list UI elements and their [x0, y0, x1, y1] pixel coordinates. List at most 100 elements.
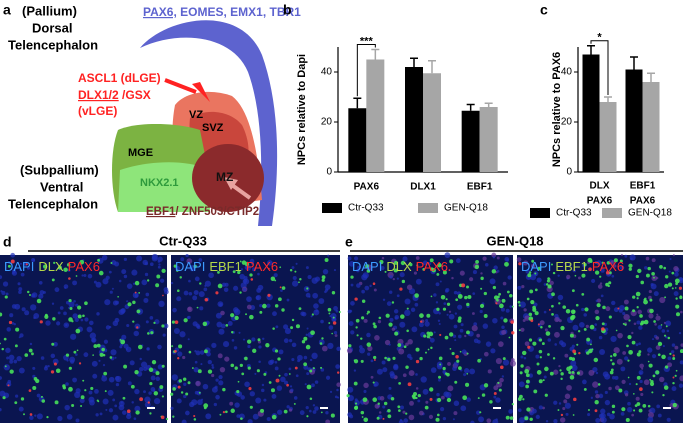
nucleus: [535, 354, 540, 359]
nucleus: [680, 343, 683, 347]
green-cell: [608, 281, 612, 285]
green-cell: [576, 343, 579, 346]
green-cell: [14, 401, 18, 405]
green-cell: [538, 338, 543, 342]
green-cell: [416, 264, 419, 267]
green-cell: [497, 381, 500, 385]
nucleus: [563, 399, 568, 404]
nucleus: [274, 360, 278, 364]
green-cell: [97, 258, 100, 262]
green-cell: [547, 353, 550, 356]
nucleus: [50, 353, 56, 359]
red-cell: [7, 384, 10, 387]
red-cell: [500, 365, 504, 370]
nucleus: [72, 313, 78, 319]
green-cell: [583, 263, 587, 267]
nucleus: [648, 295, 652, 300]
significance-label: *: [597, 32, 602, 44]
nucleus: [417, 399, 421, 403]
nucleus: [162, 333, 166, 337]
nucleus: [151, 255, 158, 262]
nucleus: [291, 266, 295, 270]
nucleus: [133, 417, 137, 421]
nucleus: [520, 327, 525, 332]
green-cell: [73, 350, 77, 354]
red-cell: [215, 291, 219, 295]
nucleus: [204, 280, 211, 287]
green-cell: [474, 264, 480, 270]
green-cell: [406, 329, 409, 333]
scale-bar: [493, 407, 501, 409]
nucleus: [538, 405, 543, 410]
green-cell: [84, 301, 88, 306]
nucleus: [211, 366, 215, 369]
nucleus: [524, 315, 530, 321]
nucleus: [517, 285, 522, 290]
green-cell: [552, 271, 556, 275]
green-cell: [536, 370, 542, 375]
green-cell: [593, 357, 599, 363]
green-cell: [146, 279, 150, 282]
green-cell: [628, 319, 631, 322]
nucleus: [516, 257, 522, 262]
green-cell: [444, 335, 449, 340]
nucleus: [259, 303, 263, 308]
green-cell: [82, 314, 85, 318]
green-cell: [665, 325, 668, 328]
nucleus: [240, 268, 244, 271]
green-cell: [137, 344, 143, 350]
nucleus: [402, 256, 408, 262]
nucleus: [435, 282, 440, 287]
nucleus: [75, 418, 80, 423]
nucleus: [439, 280, 442, 283]
green-cell: [521, 350, 527, 356]
green-cell: [405, 412, 408, 415]
nucleus: [396, 277, 399, 280]
nucleus: [525, 269, 530, 274]
nucleus: [610, 335, 617, 343]
green-cell: [480, 287, 483, 290]
nucleus: [521, 285, 525, 289]
nucleus: [139, 357, 143, 361]
green-cell: [639, 322, 644, 326]
green-cell: [41, 399, 46, 403]
nucleus: [657, 325, 663, 330]
nucleus: [258, 360, 261, 363]
nucleus: [448, 310, 452, 313]
nucleus: [639, 372, 642, 375]
green-cell: [667, 282, 673, 287]
nucleus: [311, 352, 318, 360]
nucleus: [500, 307, 505, 312]
green-cell: [171, 345, 174, 348]
nucleus: [600, 408, 606, 414]
nucleus: [274, 366, 279, 371]
nucleus: [176, 296, 182, 302]
green-cell: [360, 410, 365, 415]
nucleus: [66, 414, 73, 420]
nucleus: [318, 298, 325, 304]
nucleus: [435, 301, 439, 304]
nucleus: [522, 318, 526, 322]
green-cell: [575, 303, 579, 307]
red-cell: [518, 262, 522, 266]
nucleus: [325, 411, 329, 415]
green-cell: [601, 322, 605, 326]
green-cell: [610, 359, 613, 362]
green-cell: [426, 334, 430, 339]
nucleus: [466, 397, 471, 402]
green-cell: [465, 382, 470, 387]
nucleus: [118, 404, 125, 411]
green-cell: [80, 395, 85, 400]
red-cell: [455, 355, 459, 359]
nucleus: [218, 328, 225, 335]
green-cell: [52, 317, 56, 321]
nucleus: [655, 345, 661, 350]
green-cell: [187, 381, 191, 385]
nucleus: [553, 400, 558, 405]
nucleus: [610, 260, 616, 265]
nucleus: [39, 290, 45, 295]
green-cell: [466, 330, 470, 335]
green-cell: [587, 257, 593, 263]
nucleus: [110, 349, 117, 356]
pallium-arc: [140, 20, 278, 226]
